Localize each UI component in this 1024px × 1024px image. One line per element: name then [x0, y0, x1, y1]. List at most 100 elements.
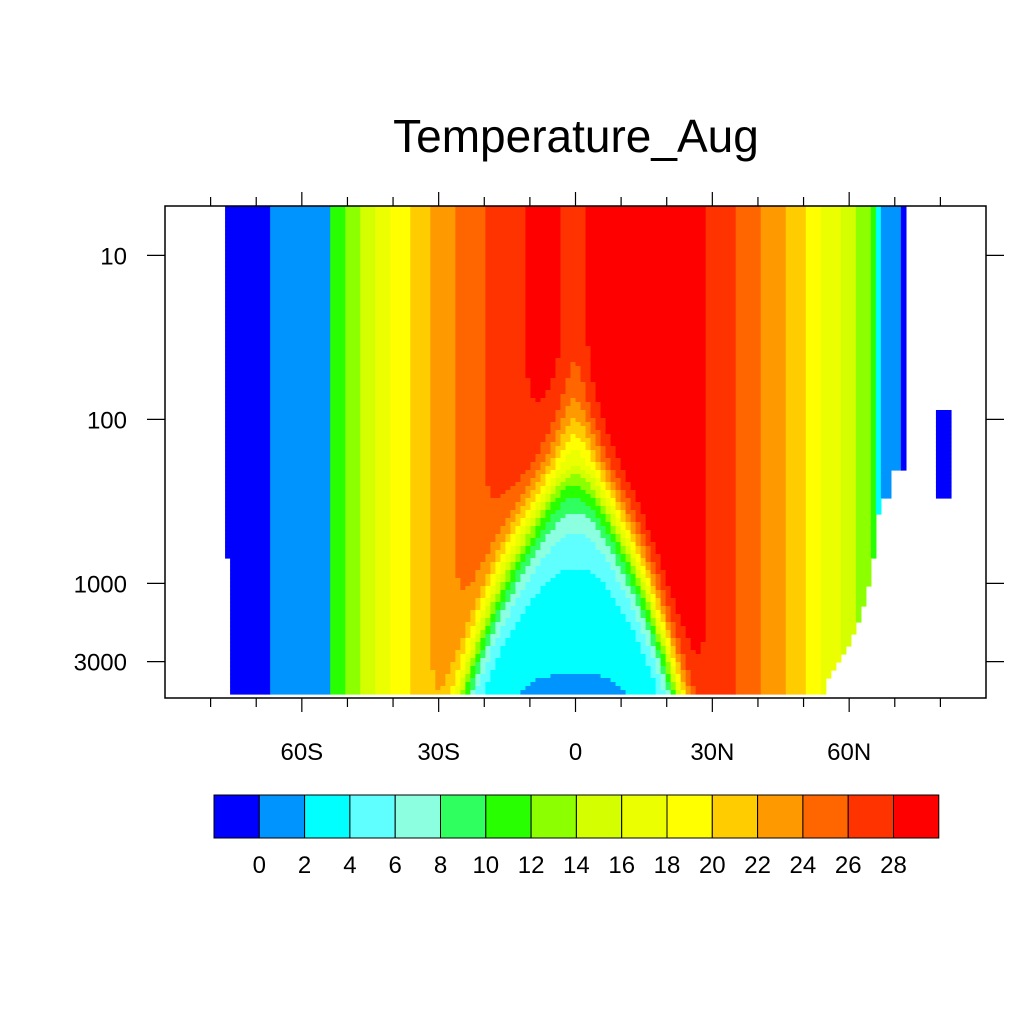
contour-cell: [600, 454, 607, 459]
contour-cell: [345, 446, 361, 451]
contour-cell: [610, 470, 617, 475]
contour-cell: [480, 650, 486, 655]
contour-cell: [655, 650, 662, 655]
contour-cell: [820, 246, 842, 251]
contour-cell: [705, 606, 737, 611]
contour-cell: [585, 442, 592, 447]
colorbar-box: [757, 794, 804, 839]
contour-cell: [390, 394, 411, 399]
contour-cell: [525, 558, 532, 563]
contour-cell: [600, 458, 612, 463]
contour-cell: [330, 494, 346, 499]
contour-cell: [820, 474, 842, 479]
contour-cell: [840, 422, 857, 427]
contour-cell: [375, 666, 391, 671]
contour-cell: [455, 322, 486, 327]
contour-cell: [875, 266, 882, 271]
contour-cell: [550, 430, 557, 435]
contour-cell: [375, 590, 391, 595]
contour-cell: [490, 542, 502, 547]
contour-cell: [805, 602, 822, 607]
contour-cell: [225, 362, 271, 367]
contour-cell: [410, 334, 431, 339]
contour-cell: [785, 342, 807, 347]
contour-cell: [665, 634, 672, 639]
contour-cell: [360, 526, 376, 531]
contour-cell: [485, 282, 527, 287]
contour-cell: [840, 206, 857, 211]
contour-cell: [270, 678, 331, 683]
contour-cell: [360, 466, 376, 471]
contour-cell: [540, 466, 547, 471]
contour-cell: [760, 326, 787, 331]
contour-cell: [460, 670, 466, 675]
contour-cell: [635, 594, 642, 599]
contour-cell: [840, 518, 857, 523]
contour-cell: [345, 574, 361, 579]
contour-cell: [430, 206, 456, 211]
contour-cell: [935, 414, 952, 419]
contour-cell: [635, 638, 647, 643]
contour-cell: [805, 466, 822, 471]
contour-cell: [805, 274, 822, 279]
contour-cell: [840, 618, 857, 623]
contour-cell: [430, 462, 456, 467]
contour-cell: [735, 614, 762, 619]
contour-cell: [505, 562, 512, 567]
contour-cell: [410, 642, 431, 647]
contour-cell: [785, 210, 807, 215]
contour-cell: [660, 678, 667, 683]
contour-cell: [375, 442, 391, 447]
contour-cell: [500, 650, 642, 655]
contour-cell: [935, 490, 952, 495]
contour-cell: [655, 550, 707, 555]
contour-cell: [660, 646, 667, 651]
contour-cell: [360, 426, 376, 431]
contour-cell: [375, 510, 391, 515]
contour-cell: [570, 434, 577, 439]
contour-cell: [410, 654, 431, 659]
contour-cell: [870, 470, 877, 475]
contour-cell: [490, 614, 497, 619]
contour-cell: [430, 598, 476, 603]
contour-cell: [585, 258, 707, 263]
contour-cell: [855, 438, 872, 443]
contour-cell: [270, 654, 331, 659]
contour-cell: [820, 634, 842, 639]
contour-cell: [935, 442, 952, 447]
contour-cell: [555, 370, 572, 375]
contour-cell: [225, 450, 271, 455]
contour-cell: [430, 518, 456, 523]
contour-cell: [785, 466, 807, 471]
contour-cell: [455, 670, 461, 675]
contour-cell: [805, 410, 822, 415]
contour-cell: [820, 642, 842, 647]
contour-cell: [375, 446, 391, 451]
contour-cell: [900, 226, 907, 231]
contour-cell: [545, 486, 552, 491]
contour-cell: [520, 614, 627, 619]
contour-cell: [475, 666, 481, 671]
contour-cell: [840, 622, 857, 627]
contour-cell: [655, 654, 662, 659]
contour-cell: [705, 226, 737, 231]
contour-cell: [225, 290, 271, 295]
contour-cell: [525, 362, 557, 367]
contour-cell: [735, 522, 762, 527]
contour-cell: [785, 646, 807, 651]
contour-cell: [225, 422, 271, 427]
contour-cell: [585, 306, 707, 311]
contour-cell: [875, 342, 882, 347]
contour-cell: [525, 510, 532, 515]
contour-cell: [820, 218, 842, 223]
contour-cell: [430, 398, 456, 403]
contour-cell: [785, 638, 807, 643]
contour-cell: [785, 382, 807, 387]
contour-cell: [585, 534, 602, 539]
contour-cell: [360, 634, 376, 639]
contour-cell: [375, 218, 391, 223]
contour-cell: [545, 514, 552, 519]
contour-cell: [660, 590, 667, 595]
contour-cell: [705, 230, 737, 235]
contour-cell: [555, 490, 562, 495]
